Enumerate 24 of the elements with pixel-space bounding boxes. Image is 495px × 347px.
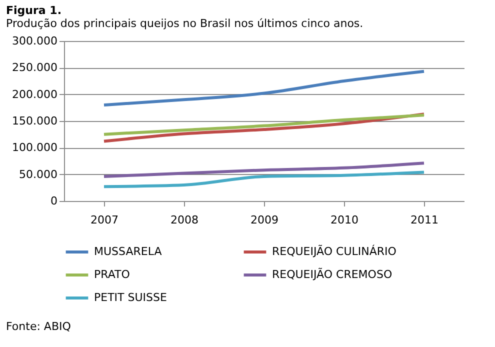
line-series [102,170,426,188]
legend-label: REQUEIJÃO CREMOSO [272,267,392,281]
y-tick-label: 50.000 [19,168,58,181]
x-tick-label: 2010 [330,214,358,226]
line-series [102,70,426,106]
chart-subtitle: Produção dos principais queijos no Brasil nos últimos cinco anos. [6,17,364,30]
x-tick-label: 2007 [90,214,118,226]
x-tick-label: 2008 [170,214,198,226]
y-tick-label: 200.000 [12,88,58,101]
chart-title: Figura 1. [6,4,62,17]
legend-label: REQUEIJÃO CULINÁRIO [272,244,397,258]
legend-label: PRATO [94,268,130,281]
y-tick-label: 150.000 [12,114,58,128]
source-note: Fonte: ABIQ [6,320,72,333]
y-tick-label: 250.000 [12,61,58,74]
line-series [102,114,426,136]
y-tick-label: 0 [50,194,58,208]
line-series [102,162,426,178]
legend-label: PETIT SUISSE [94,291,168,304]
y-tick-label: 100.000 [12,141,58,154]
legend-label: MUSSARELA [94,245,162,258]
x-tick-label: 2009 [250,214,278,226]
x-tick-label: 2011 [410,214,438,226]
y-tick-label: 300.000 [12,34,58,48]
